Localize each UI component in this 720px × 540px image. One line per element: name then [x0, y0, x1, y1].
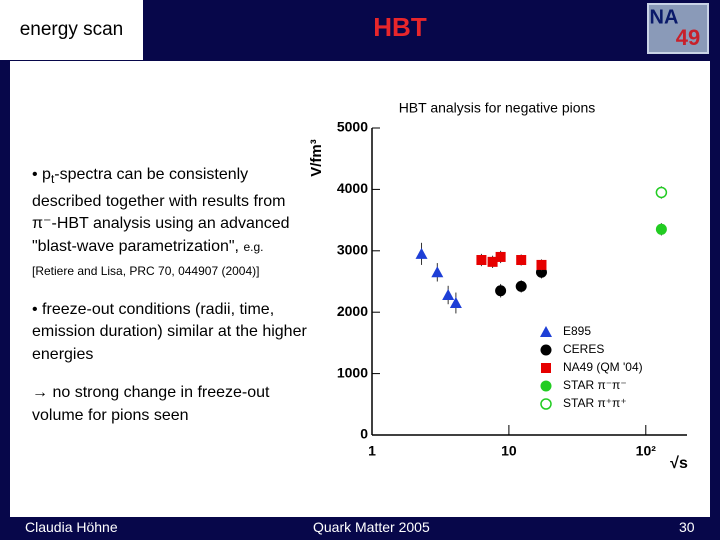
y-tick-label: 3000 [337, 242, 368, 258]
legend-label: CERES [563, 342, 604, 356]
reference: [Retiere and Lisa, PRC 70, 044907 (2004)… [32, 264, 260, 279]
body-text: • pt-spectra can be consistenly describe… [32, 164, 310, 443]
x-tick-label: 10 [501, 443, 517, 459]
x-tick-label: 10² [636, 443, 657, 459]
marker [515, 280, 527, 292]
marker [655, 186, 668, 199]
logo-bottom: 49 [676, 25, 700, 50]
legend-label: E895 [563, 324, 591, 338]
y-tick-label: 1000 [337, 364, 368, 380]
marker [495, 285, 507, 297]
marker [431, 266, 444, 278]
marker [415, 247, 428, 259]
x-tick-label: 1 [368, 443, 376, 459]
marker [655, 223, 667, 235]
legend-marker [540, 398, 552, 410]
marker [442, 289, 455, 301]
y-axis-label: V/fm³ [308, 139, 325, 177]
text: t [50, 172, 55, 187]
bullet: → no strong change in freeze-out volume … [32, 384, 270, 424]
legend-marker [541, 363, 551, 373]
page-number: 30 [679, 519, 695, 535]
bullet: • freeze-out conditions (radii, time, em… [32, 300, 307, 363]
text: e.g. [243, 239, 264, 254]
text: • p [32, 166, 51, 183]
bullet: • pt-spectra can be consistenly describe… [32, 164, 310, 283]
text: -spectra can be consistenly described to… [32, 166, 290, 255]
legend-marker [540, 344, 552, 356]
legend-label: STAR π⁻π⁻ [563, 378, 627, 392]
x-axis-label: √s [670, 455, 688, 472]
legend-marker [540, 380, 552, 392]
chart-title: HBT analysis for negative pions [399, 100, 596, 116]
marker [536, 259, 547, 270]
event: Quark Matter 2005 [313, 519, 430, 535]
legend-label: STAR π⁺π⁺ [563, 396, 627, 410]
slide-title: HBT [373, 12, 427, 42]
marker [476, 255, 487, 266]
legend-label: NA49 (QM '04) [563, 360, 643, 374]
section-label: energy scan [0, 0, 143, 60]
logo-top: NA [650, 6, 679, 28]
y-tick-label: 5000 [337, 119, 368, 135]
legend-marker [540, 326, 552, 337]
y-tick-label: 0 [360, 426, 368, 442]
author: Claudia Höhne [25, 519, 118, 535]
y-tick-label: 4000 [337, 180, 368, 196]
marker [449, 296, 462, 308]
marker [487, 256, 498, 267]
y-tick-label: 2000 [337, 303, 368, 319]
marker [495, 251, 506, 262]
marker [516, 255, 527, 266]
logo-box [647, 3, 709, 54]
content-panel [10, 61, 710, 517]
